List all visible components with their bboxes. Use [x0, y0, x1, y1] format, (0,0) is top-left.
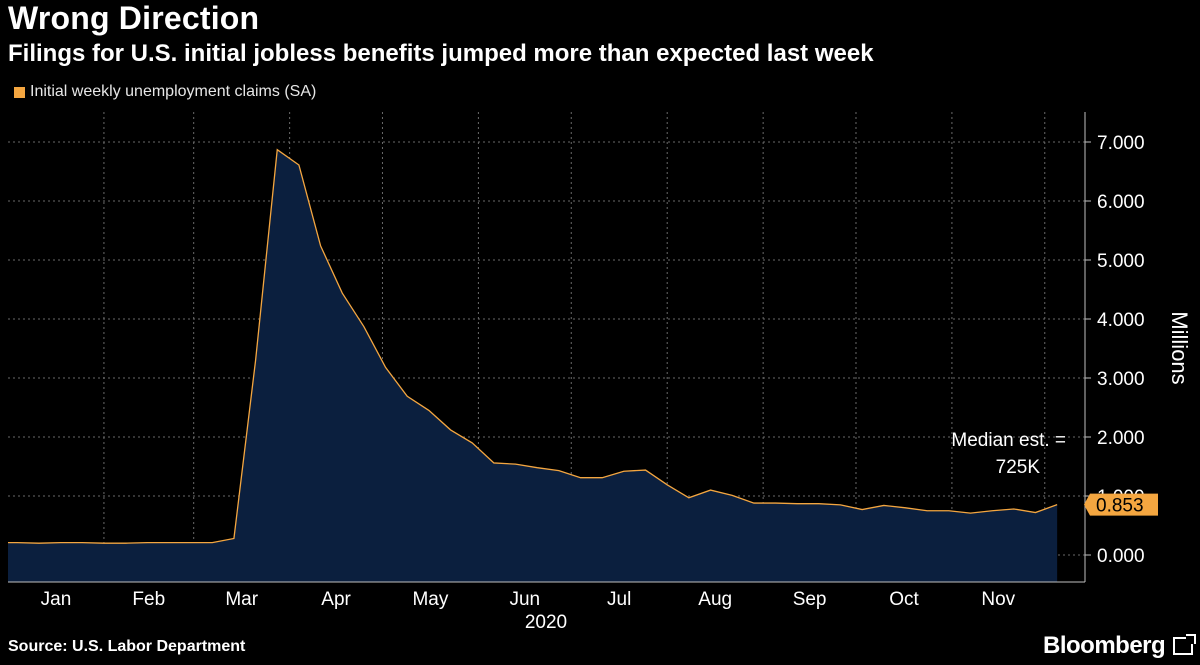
legend-label: Initial weekly unemployment claims (SA): [30, 83, 317, 100]
y-axis: 0.0001.0002.0003.0004.0005.0006.0007.000…: [1084, 112, 1192, 582]
chart-subtitle: Filings for U.S. initial jobless benefit…: [8, 40, 874, 67]
x-tick-label: May: [412, 589, 448, 610]
x-tick-label: Oct: [889, 589, 919, 610]
x-axis: Jan Feb Mar Apr May Jun Jul Aug Sep Oct Nov 2020: [8, 581, 1085, 633]
annotation-text: Median est. =: [951, 430, 1066, 451]
y-tick-label: 6.000: [1097, 192, 1145, 213]
source-note: Source: U.S. Labor Department: [8, 638, 246, 655]
bloomberg-logo: Bloomberg: [1043, 632, 1197, 660]
y-tick-label: 3.000: [1097, 369, 1145, 390]
annotation-text: 725K: [996, 457, 1041, 478]
brand-label: Bloomberg: [1043, 632, 1166, 659]
x-year-label: 2020: [525, 612, 567, 633]
annotations: Median est. = 725K 0.853: [951, 430, 1158, 517]
y-tick-label: 7.000: [1097, 133, 1145, 154]
y-tick-label: 2.000: [1097, 428, 1145, 449]
chart-title: Wrong Direction: [8, 0, 260, 36]
y-tick-label: 0.000: [1097, 546, 1145, 567]
y-tick-label: 4.000: [1097, 310, 1145, 331]
x-tick-label: Jul: [607, 589, 631, 610]
series-line: [8, 148, 1058, 544]
x-tick-label: Nov: [981, 589, 1015, 610]
last-value-box: [1084, 493, 1158, 516]
x-tick-label: Jun: [509, 589, 540, 610]
y-tick-label: 5.000: [1097, 251, 1145, 272]
external-link-icon: [1173, 634, 1197, 655]
legend-swatch: [14, 86, 25, 98]
x-tick-label: Jan: [41, 589, 72, 610]
x-tick-label: Mar: [225, 589, 258, 610]
x-tick-label: Apr: [321, 589, 351, 610]
area-fill: [8, 149, 1058, 583]
x-tick-label: Sep: [793, 589, 827, 610]
x-tick-label: Feb: [132, 589, 165, 610]
legend: Initial weekly unemployment claims (SA): [14, 83, 316, 101]
last-value-label: 0.853: [1096, 496, 1144, 517]
x-tick-label: Aug: [698, 589, 732, 610]
y-axis-label: Millions: [1167, 311, 1192, 384]
series-area: [8, 148, 1058, 583]
